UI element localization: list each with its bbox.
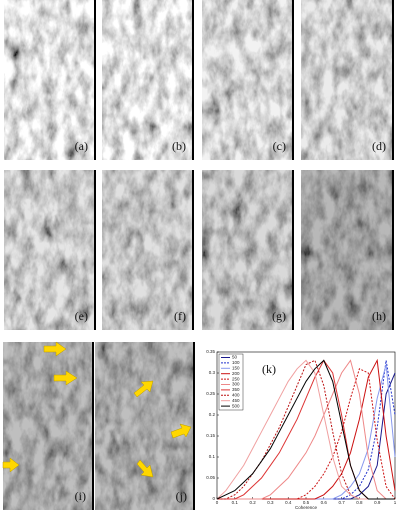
panel-shade [4, 170, 95, 330]
panel-label: (f) [174, 309, 186, 323]
x-tick-label: 0 [216, 500, 219, 505]
legend-label: 450 [232, 398, 240, 403]
legend-label: 200 [232, 371, 240, 376]
panel-shade [3, 342, 93, 510]
x-tick-label: 0.8 [356, 500, 363, 505]
x-tick-label: 1 [394, 500, 397, 505]
legend-label: 100 [232, 360, 240, 365]
panel-image [4, 170, 95, 330]
y-tick-label: 0 [212, 496, 215, 501]
y-tick-label: 0.25 [206, 391, 215, 396]
legend-label: 500 [232, 403, 240, 408]
y-tick-label: 0.2 [209, 412, 216, 417]
panel-label: (d) [372, 139, 386, 153]
x-tick-label: 0.9 [374, 500, 381, 505]
panel-image [301, 0, 393, 160]
panel-image [102, 0, 193, 160]
x-tick-label: 0.5 [303, 500, 310, 505]
y-tick-label: 0.35 [206, 349, 215, 354]
panel-shade [301, 0, 393, 160]
y-tick-label: 0.3 [209, 370, 216, 375]
legend-label: 50 [232, 355, 238, 360]
panel-label: (a) [75, 139, 88, 153]
x-tick-label: 0.7 [338, 500, 345, 505]
legend-label: 250 [232, 376, 240, 381]
panel-shade [95, 342, 194, 510]
panel-image [102, 170, 193, 330]
x-tick-label: 0.1 [232, 500, 239, 505]
image-panels: (a) (b) (c) (d) (e) (f) (g) (h) (i) (j) [3, 0, 394, 510]
series-line [216, 359, 395, 500]
x-axis-label: Coherence [295, 505, 318, 510]
panel-image [4, 0, 95, 160]
legend-label: 350 [232, 387, 240, 392]
legend-label: 150 [232, 365, 240, 370]
series-line [216, 359, 395, 500]
panel-label: (i) [75, 489, 86, 503]
y-tick-label: 0.05 [206, 475, 215, 480]
chart-panel-label: (k) [262, 362, 276, 376]
panel-label: (e) [75, 309, 88, 323]
legend-label: 400 [232, 392, 240, 397]
panel-shade [202, 170, 293, 330]
panel-shade [202, 0, 293, 160]
panel-image [202, 170, 293, 330]
panel-image [95, 342, 194, 510]
x-tick-label: 0.2 [249, 500, 256, 505]
chart-k: 0 0.1 0.2 0.3 0.4 0.5 0.6 0.7 0.8 0.9 1 0 0.05 0.1 0.1… [205, 344, 400, 511]
x-tick-label: 0.4 [285, 500, 292, 505]
y-tick-label: 0.1 [209, 454, 216, 459]
panel-shade [102, 170, 193, 330]
panel-label: (g) [272, 309, 286, 323]
x-tick-label: 0.6 [321, 500, 328, 505]
legend-label: 300 [232, 382, 240, 387]
arrows [2, 341, 192, 478]
panel-image [202, 0, 293, 160]
panel-label: (b) [172, 139, 186, 153]
panel-label: (c) [273, 139, 286, 153]
series-line [217, 359, 395, 500]
panel-image [3, 342, 93, 510]
panel-label: (h) [372, 309, 386, 323]
panel-image [301, 170, 393, 330]
y-tick-label: 0.15 [206, 433, 215, 438]
x-tick-label: 0.3 [267, 500, 274, 505]
panel-shade [301, 170, 393, 330]
panel-label: (j) [176, 489, 187, 503]
